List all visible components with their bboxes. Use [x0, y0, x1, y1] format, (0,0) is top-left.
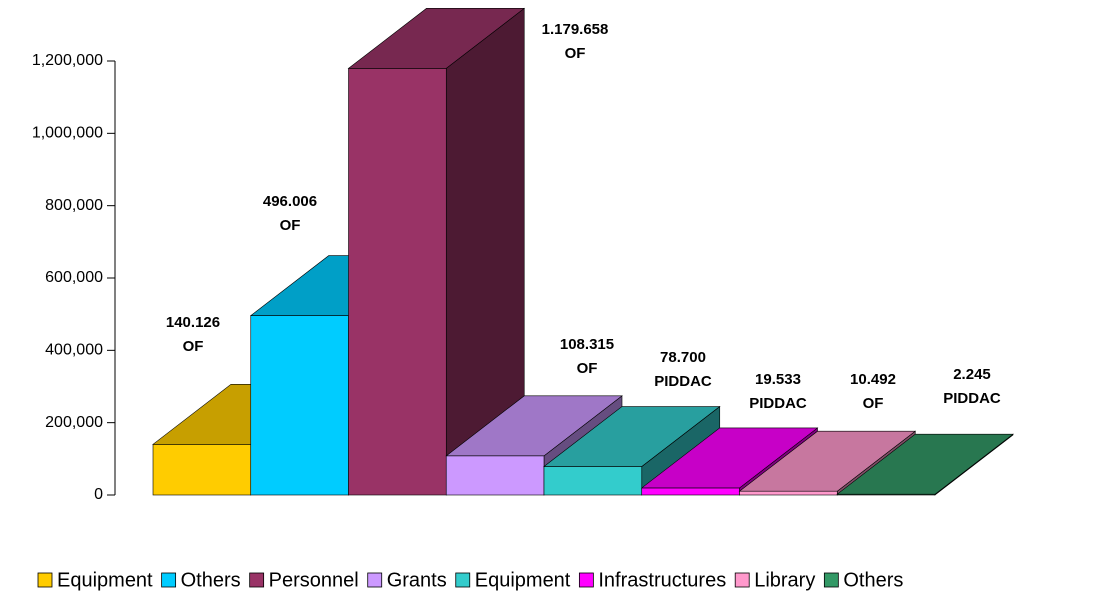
legend-swatch — [367, 572, 383, 588]
legend-label: Library — [754, 569, 815, 591]
y-tick-label: 0 — [94, 486, 103, 503]
legend-swatch — [37, 572, 53, 588]
bar-top — [543, 406, 721, 467]
bar-top — [640, 427, 819, 489]
fund-source-label: OF — [565, 45, 586, 62]
bar — [641, 487, 740, 496]
bar-top — [347, 8, 526, 69]
value-label: 496.006 — [263, 193, 317, 210]
bar — [152, 444, 252, 496]
value-label: 108.315 — [560, 336, 614, 353]
y-tick-label: 200,000 — [45, 414, 103, 431]
value-label: 78.700 — [660, 349, 706, 366]
value-label: 10.492 — [850, 371, 896, 388]
y-tick-label: 600,000 — [45, 269, 103, 286]
y-tick-label: 800,000 — [45, 197, 103, 214]
legend-label: Infrastructures — [598, 569, 726, 591]
legend-swatch — [823, 572, 839, 588]
value-label: 140.126 — [166, 314, 220, 331]
fund-source-label: PIDDAC — [943, 390, 1001, 407]
fund-source-label: PIDDAC — [749, 395, 807, 412]
value-label: 1.179.658 — [542, 21, 609, 38]
fund-source-label: OF — [183, 338, 204, 355]
bar — [250, 315, 349, 496]
fund-source-label: OF — [863, 395, 884, 412]
bar — [348, 68, 447, 496]
legend-swatch — [578, 572, 594, 588]
fund-source-label: PIDDAC — [654, 373, 712, 390]
legend-label: Grants — [387, 569, 447, 591]
bar-top — [738, 430, 917, 492]
y-tick-label: 1,200,000 — [32, 52, 103, 69]
bar — [739, 490, 838, 496]
legend-label: Equipment — [57, 569, 153, 591]
legend-label: Personnel — [269, 569, 359, 591]
value-label: 2.245 — [953, 366, 991, 383]
legend-swatch — [734, 572, 750, 588]
legend-swatch — [455, 572, 471, 588]
value-label: 19.533 — [755, 371, 801, 388]
legend-label: Others — [843, 569, 903, 591]
legend-label: Equipment — [475, 569, 571, 591]
legend-label: Others — [181, 569, 241, 591]
y-tick-label: 1,000,000 — [32, 125, 103, 142]
bar-top — [445, 395, 623, 457]
fund-source-label: OF — [577, 360, 598, 377]
fund-source-label: OF — [280, 217, 301, 234]
bar — [543, 466, 643, 496]
legend-swatch — [161, 572, 177, 588]
y-tick-label: 400,000 — [45, 342, 103, 359]
bar — [445, 455, 545, 496]
legend-swatch — [249, 572, 265, 588]
bar-top — [836, 433, 1014, 495]
